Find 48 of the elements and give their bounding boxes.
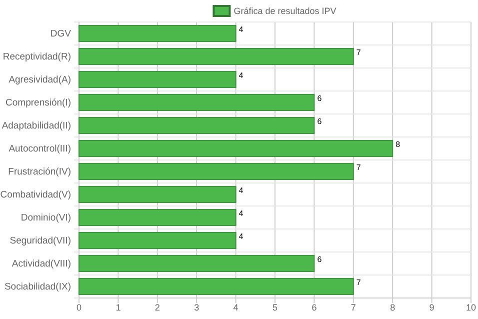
y-tick-label: DGV [50, 28, 72, 40]
x-tick-label: 2 [154, 302, 160, 312]
data-label: 4 [238, 25, 244, 34]
data-label: 8 [396, 140, 401, 150]
y-tick-label: Sociabilidad(IX) [4, 282, 71, 293]
bar [78, 140, 394, 158]
data-label: 4 [238, 71, 244, 80]
bar [78, 94, 315, 112]
x-tick-label: 5 [272, 302, 278, 312]
x-tick-label: 0 [76, 302, 82, 312]
bar [78, 116, 315, 134]
x-tick-label: 3 [194, 302, 200, 312]
bar [78, 208, 236, 226]
x-tick-label: 8 [390, 302, 396, 312]
x-tick-label: 4 [233, 302, 238, 312]
bar [78, 70, 236, 88]
bar [78, 278, 354, 296]
bar [78, 186, 236, 204]
data-label: 7 [356, 48, 362, 58]
x-tick-label: 9 [429, 302, 434, 312]
x-tick-label: 1 [116, 302, 121, 312]
y-tick-label: Agresividad(A) [8, 74, 71, 86]
bar [78, 232, 236, 250]
data-label: 6 [317, 117, 322, 126]
y-tick-label: Combatividad(V) [0, 190, 71, 201]
y-tick-label: Receptividad(R) [2, 52, 71, 63]
data-label: 4 [238, 232, 244, 242]
data-label: 4 [238, 209, 244, 218]
x-tick-label: 7 [350, 302, 356, 312]
x-tick-label: 10 [466, 302, 476, 312]
x-tick-label: 6 [312, 302, 317, 312]
bar [78, 162, 354, 180]
y-tick-label: Comprensión(I) [6, 98, 71, 109]
y-tick-label: Dominio(VI) [20, 212, 71, 224]
legend-label: Gráfica de resultados IPV [234, 6, 336, 16]
y-tick-label: Frustración(IV) [8, 166, 71, 178]
data-label: 4 [238, 186, 244, 196]
data-label: 7 [356, 278, 362, 288]
bar [78, 48, 354, 66]
data-label: 6 [317, 94, 322, 104]
data-label: 6 [317, 255, 322, 264]
data-label: 7 [356, 163, 362, 172]
bar [78, 254, 315, 272]
y-tick-label: Autocontrol(III) [8, 144, 71, 155]
y-tick-label: Actividad(VIII) [12, 258, 71, 270]
y-tick-label: Adaptabilidad(II) [2, 120, 71, 132]
y-tick-label: Seguridad(VII) [10, 236, 71, 247]
bar [78, 24, 236, 42]
